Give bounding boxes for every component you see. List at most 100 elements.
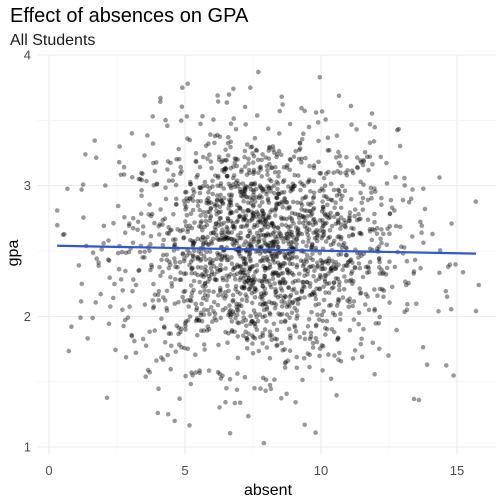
data-point	[260, 208, 265, 214]
data-point	[106, 257, 111, 263]
data-point	[336, 242, 342, 247]
data-point	[251, 167, 257, 173]
data-point	[280, 204, 286, 210]
data-point	[288, 232, 293, 237]
data-point	[343, 220, 349, 226]
data-point	[331, 280, 337, 285]
data-point	[217, 252, 223, 257]
data-point	[252, 321, 257, 326]
data-point	[272, 270, 277, 276]
data-point	[212, 315, 217, 321]
data-point	[113, 347, 118, 353]
data-point	[216, 210, 222, 215]
data-point	[204, 268, 209, 274]
data-point	[244, 335, 249, 341]
data-point	[264, 216, 269, 222]
data-point	[283, 255, 289, 261]
data-point	[313, 302, 318, 308]
data-point	[307, 227, 312, 232]
data-point	[321, 229, 326, 235]
y-tick-label: 1	[24, 440, 31, 455]
data-point	[290, 187, 296, 192]
data-point	[326, 169, 331, 175]
data-point	[218, 209, 223, 215]
data-point	[232, 237, 237, 242]
data-point	[239, 284, 245, 290]
data-point	[248, 242, 254, 248]
data-point	[261, 307, 267, 313]
data-point	[318, 274, 324, 280]
data-point	[237, 302, 242, 307]
data-point	[200, 284, 205, 289]
data-point	[361, 182, 366, 187]
data-point	[226, 92, 232, 97]
data-point	[341, 240, 347, 246]
data-point	[343, 279, 349, 284]
data-point	[264, 304, 270, 310]
data-point	[270, 271, 275, 277]
data-point	[376, 255, 382, 261]
data-point	[297, 140, 303, 146]
data-point	[326, 281, 332, 286]
data-point	[261, 258, 267, 263]
data-point	[185, 226, 191, 232]
data-point	[312, 268, 317, 274]
data-point	[256, 195, 262, 200]
data-point	[213, 277, 218, 283]
data-point	[264, 279, 270, 284]
data-point	[384, 265, 390, 271]
data-point	[278, 312, 283, 318]
data-point	[169, 280, 174, 286]
data-point	[179, 169, 184, 174]
data-point	[217, 204, 223, 209]
data-point	[279, 190, 285, 195]
data-point	[352, 265, 358, 271]
data-point	[172, 301, 178, 307]
data-point	[199, 301, 204, 307]
data-point	[352, 264, 358, 270]
data-point	[269, 165, 275, 170]
data-point	[308, 213, 314, 218]
data-point	[183, 219, 188, 224]
data-point	[122, 230, 128, 235]
data-point	[304, 208, 309, 214]
data-point	[238, 264, 243, 270]
data-point	[295, 226, 301, 232]
data-point	[254, 113, 260, 118]
data-point	[220, 237, 226, 243]
data-point	[321, 232, 327, 238]
data-point	[289, 218, 295, 223]
data-point	[190, 193, 195, 199]
data-point	[385, 226, 390, 232]
data-point	[81, 215, 86, 220]
data-point	[331, 170, 337, 175]
data-point	[349, 225, 354, 231]
data-point	[265, 168, 270, 173]
data-point	[269, 165, 274, 171]
data-point	[279, 396, 284, 401]
y-tick-label: 4	[24, 48, 31, 63]
data-point	[307, 352, 313, 358]
data-point	[244, 222, 250, 227]
data-point	[299, 156, 305, 162]
data-point	[437, 270, 442, 276]
data-point	[313, 335, 319, 341]
data-point	[254, 209, 259, 215]
data-point	[261, 292, 267, 298]
data-point	[320, 260, 325, 266]
data-point	[221, 169, 227, 175]
data-point	[317, 228, 323, 233]
data-point	[274, 254, 279, 260]
data-point	[387, 211, 393, 216]
data-point	[209, 166, 214, 171]
data-point	[395, 127, 400, 133]
data-point	[150, 141, 156, 146]
data-point	[55, 222, 60, 228]
data-point	[292, 183, 297, 188]
data-point	[322, 183, 328, 188]
data-point	[253, 214, 259, 220]
data-point	[216, 154, 222, 160]
data-point	[289, 186, 295, 192]
data-point	[239, 303, 244, 309]
data-point	[302, 284, 307, 290]
